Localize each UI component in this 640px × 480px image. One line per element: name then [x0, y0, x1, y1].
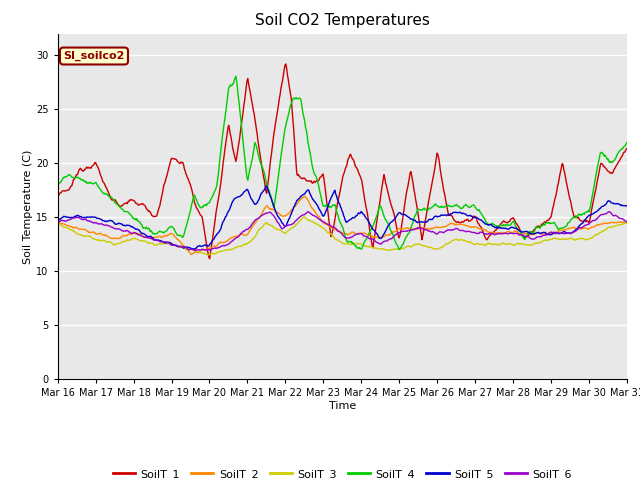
SoilT_5 [262, 183, 270, 189]
SoilT_2 [188, 252, 195, 257]
SoilT_6 [123, 228, 131, 234]
SoilT_6 [180, 244, 188, 250]
SoilT_3 [204, 252, 212, 258]
SoilT_5 [180, 245, 188, 251]
SoilT_2 [54, 219, 61, 225]
SoilT_6 [429, 229, 437, 235]
SoilT_4 [64, 172, 72, 178]
SoilT_4 [123, 209, 131, 215]
Line: SoilT_4: SoilT_4 [58, 76, 627, 249]
SoilT_1 [180, 166, 188, 172]
Line: SoilT_6: SoilT_6 [58, 212, 627, 251]
SoilT_4 [211, 189, 218, 194]
SoilT_1 [211, 216, 219, 222]
SoilT_4 [430, 203, 438, 209]
SoilT_6 [211, 245, 219, 251]
SoilT_6 [623, 219, 631, 225]
SoilT_3 [623, 220, 631, 226]
SoilT_5 [64, 215, 72, 220]
Line: SoilT_3: SoilT_3 [58, 216, 627, 255]
SoilT_6 [64, 217, 72, 223]
SoilT_4 [396, 246, 403, 252]
SoilT_4 [180, 230, 188, 236]
SoilT_5 [430, 215, 438, 220]
SoilT_3 [54, 220, 61, 226]
SoilT_5 [413, 220, 421, 226]
SoilT_1 [206, 256, 214, 262]
SoilT_6 [413, 226, 420, 231]
Title: Soil CO2 Temperatures: Soil CO2 Temperatures [255, 13, 430, 28]
SoilT_3 [300, 214, 308, 219]
SoilT_3 [211, 251, 219, 256]
SoilT_3 [430, 246, 438, 252]
Line: SoilT_1: SoilT_1 [58, 64, 627, 259]
SoilT_1 [123, 200, 131, 206]
SoilT_3 [180, 244, 188, 250]
SoilT_2 [413, 226, 421, 232]
SoilT_6 [191, 248, 198, 253]
SoilT_1 [54, 193, 61, 199]
SoilT_3 [413, 242, 421, 248]
SoilT_4 [623, 140, 631, 145]
SoilT_1 [282, 61, 289, 67]
SoilT_2 [180, 244, 188, 250]
SoilT_5 [623, 203, 631, 209]
SoilT_5 [123, 222, 131, 228]
SoilT_6 [54, 219, 61, 225]
SoilT_2 [301, 193, 308, 199]
SoilT_2 [211, 243, 219, 249]
SoilT_1 [413, 206, 421, 212]
SoilT_3 [123, 238, 131, 244]
SoilT_3 [64, 225, 72, 231]
SoilT_4 [232, 73, 240, 79]
SoilT_2 [123, 233, 131, 239]
SoilT_5 [54, 216, 61, 221]
SoilT_1 [430, 169, 438, 175]
SoilT_5 [190, 246, 198, 252]
SoilT_6 [605, 209, 613, 215]
SoilT_4 [413, 208, 421, 214]
X-axis label: Time: Time [329, 401, 356, 411]
Line: SoilT_5: SoilT_5 [58, 186, 627, 249]
Legend: SoilT_1, SoilT_2, SoilT_3, SoilT_4, SoilT_5, SoilT_6: SoilT_1, SoilT_2, SoilT_3, SoilT_4, Soil… [108, 465, 577, 480]
SoilT_2 [64, 223, 72, 228]
SoilT_5 [211, 233, 219, 239]
SoilT_2 [623, 220, 631, 226]
Line: SoilT_2: SoilT_2 [58, 196, 627, 254]
Text: SI_soilco2: SI_soilco2 [63, 51, 125, 61]
SoilT_1 [623, 145, 631, 151]
SoilT_2 [430, 225, 438, 230]
Y-axis label: Soil Temperature (C): Soil Temperature (C) [23, 149, 33, 264]
SoilT_1 [64, 187, 72, 193]
SoilT_4 [54, 182, 61, 188]
